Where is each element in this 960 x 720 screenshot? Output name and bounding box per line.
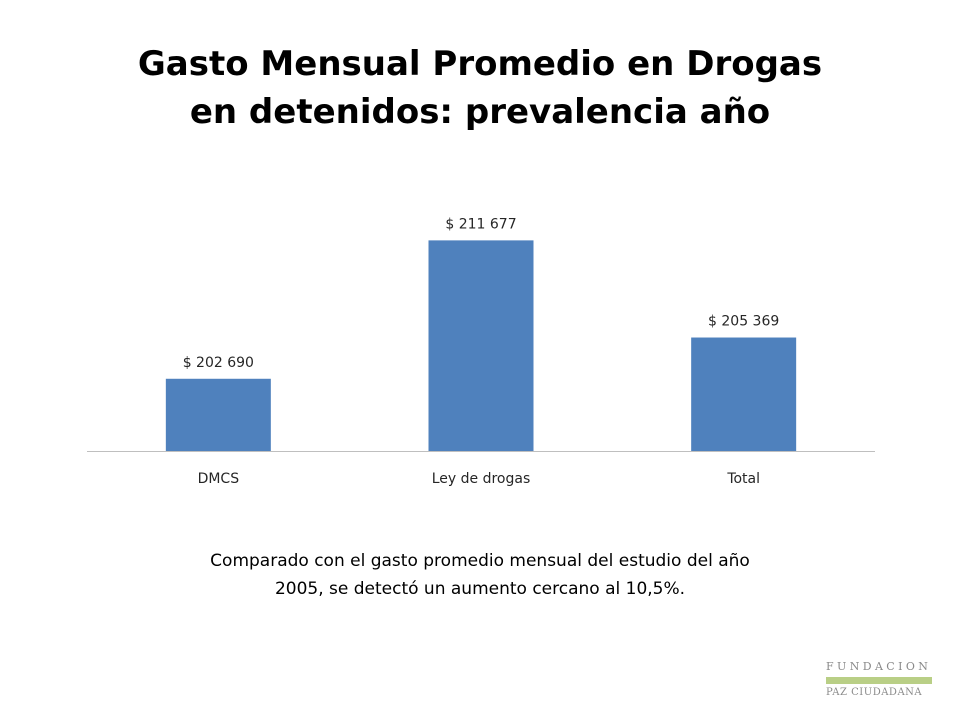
bars-layer (165, 240, 797, 451)
fundacion-paz-ciudadana-logo: FUNDACION PAZ CIUDADANA (826, 660, 934, 708)
caption: Comparado con el gasto promedio mensual … (0, 547, 960, 603)
data-label-2: $ 211 677 (445, 216, 516, 232)
slide-title: Gasto Mensual Promedio en Drogas en dete… (0, 40, 960, 136)
slide-title-line-2: en detenidos: prevalencia año (189, 92, 771, 132)
category-label-1: DMCS (198, 471, 240, 487)
category-label-2: Ley de drogas (432, 471, 531, 487)
slide-title-line-1: Gasto Mensual Promedio en Drogas (137, 44, 823, 84)
category-label-3: Total (726, 471, 760, 487)
logo-line-1: FUNDACION (826, 660, 932, 673)
caption-line-1: Comparado con el gasto promedio mensual … (210, 551, 750, 571)
data-label-3: $ 205 369 (708, 314, 779, 330)
caption-line-2: 2005, se detectó un aumento cercano al 1… (274, 579, 686, 599)
bar-2 (428, 240, 534, 451)
bar-3 (691, 337, 797, 451)
bar-1 (165, 378, 271, 451)
logo-accent-bar (826, 677, 932, 684)
labels-layer: $ 202 690 DMCS $ 211 677 Ley de drogas $ 205… (183, 216, 780, 487)
data-label-1: $ 202 690 (183, 355, 254, 371)
logo-line-2: PAZ CIUDADANA (826, 687, 923, 698)
